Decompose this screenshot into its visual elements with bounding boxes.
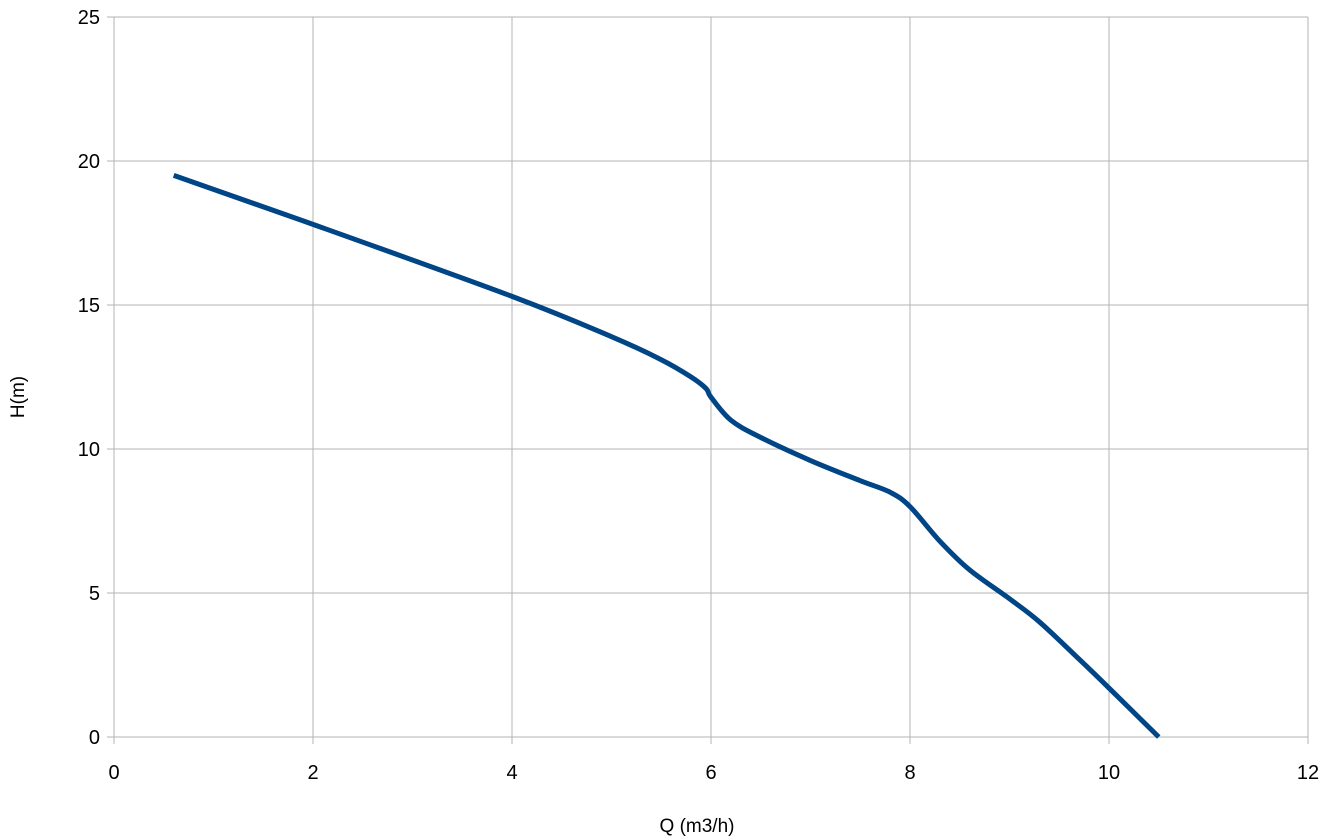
y-axis-title: H(m) (8, 376, 29, 418)
x-tick-label: 12 (1297, 762, 1319, 784)
y-tick-labels: 0 5 10 15 20 25 (78, 7, 100, 749)
series-line (172, 173, 1161, 739)
x-tick-label: 8 (904, 762, 915, 784)
y-tick-label: 0 (89, 727, 100, 749)
x-tick-label: 10 (1098, 762, 1120, 784)
y-tick-label: 10 (78, 439, 100, 461)
x-tick-label: 2 (307, 762, 318, 784)
y-tick-label: 5 (89, 583, 100, 605)
x-tick-labels: 0 2 4 6 8 10 12 (108, 762, 1319, 784)
x-tick-label: 0 (108, 762, 119, 784)
y-tick-label: 20 (78, 151, 100, 173)
y-tick-label: 25 (78, 7, 100, 29)
plot-area (172, 173, 1161, 739)
x-tick-label: 4 (506, 762, 517, 784)
grid-lines (113, 16, 1309, 738)
y-tick-label: 15 (78, 295, 100, 317)
x-axis-title: Q (m3/h) (660, 816, 735, 837)
axes (107, 16, 1309, 744)
x-tick-label: 6 (705, 762, 716, 784)
